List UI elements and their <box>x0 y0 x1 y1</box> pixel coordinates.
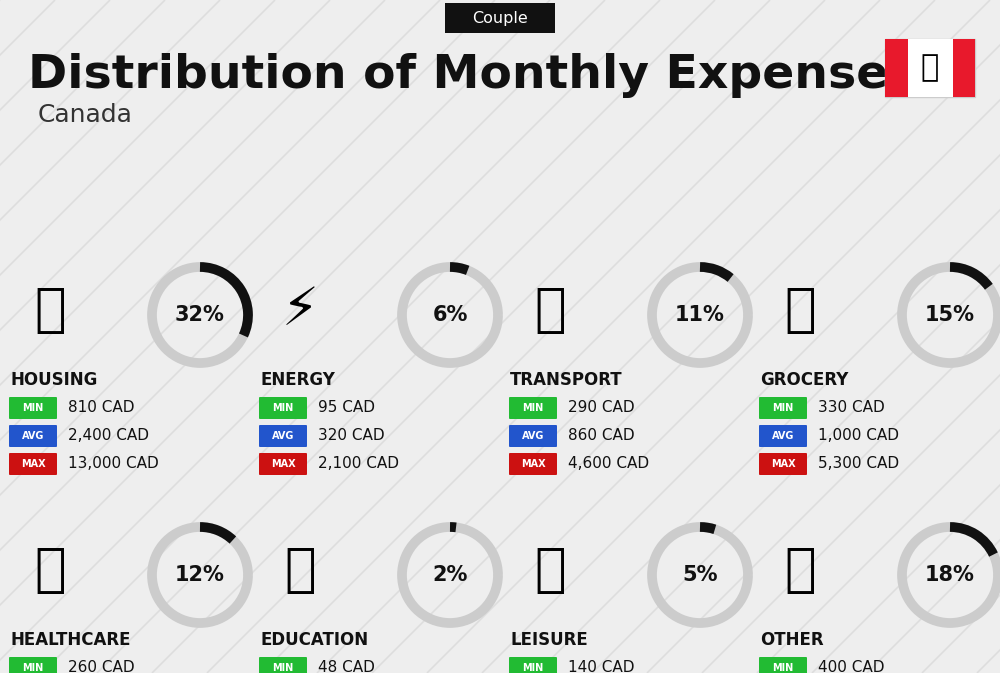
Text: MAX: MAX <box>21 459 45 469</box>
Text: 1,000 CAD: 1,000 CAD <box>818 429 899 444</box>
Text: TRANSPORT: TRANSPORT <box>510 371 623 389</box>
Text: 95 CAD: 95 CAD <box>318 400 375 415</box>
Text: 5%: 5% <box>682 565 718 585</box>
Text: 290 CAD: 290 CAD <box>568 400 635 415</box>
Text: AVG: AVG <box>772 431 794 441</box>
FancyBboxPatch shape <box>509 657 557 673</box>
Text: MIN: MIN <box>22 663 44 673</box>
Text: 🛒: 🛒 <box>784 284 816 336</box>
Text: 15%: 15% <box>925 305 975 325</box>
Text: MIN: MIN <box>522 663 544 673</box>
Text: 🚌: 🚌 <box>534 284 566 336</box>
FancyBboxPatch shape <box>259 397 307 419</box>
Text: HOUSING: HOUSING <box>10 371 97 389</box>
Text: 2%: 2% <box>432 565 468 585</box>
Text: 🎓: 🎓 <box>284 544 316 596</box>
Text: MIN: MIN <box>772 663 794 673</box>
FancyBboxPatch shape <box>509 397 557 419</box>
Text: 48 CAD: 48 CAD <box>318 660 375 673</box>
FancyBboxPatch shape <box>9 453 57 475</box>
Text: 2,100 CAD: 2,100 CAD <box>318 456 399 472</box>
Text: AVG: AVG <box>522 431 544 441</box>
FancyBboxPatch shape <box>9 657 57 673</box>
Text: 4,600 CAD: 4,600 CAD <box>568 456 649 472</box>
Text: MAX: MAX <box>521 459 545 469</box>
Text: 320 CAD: 320 CAD <box>318 429 385 444</box>
Text: 12%: 12% <box>175 565 225 585</box>
Text: 5,300 CAD: 5,300 CAD <box>818 456 899 472</box>
Text: Couple: Couple <box>472 11 528 26</box>
FancyBboxPatch shape <box>9 397 57 419</box>
Text: MIN: MIN <box>272 663 294 673</box>
Text: 810 CAD: 810 CAD <box>68 400 134 415</box>
Bar <box>908 39 952 97</box>
Bar <box>952 39 975 97</box>
Bar <box>885 39 908 97</box>
Text: 260 CAD: 260 CAD <box>68 660 135 673</box>
FancyBboxPatch shape <box>259 657 307 673</box>
Text: 140 CAD: 140 CAD <box>568 660 635 673</box>
FancyBboxPatch shape <box>259 453 307 475</box>
FancyBboxPatch shape <box>9 425 57 447</box>
Text: MIN: MIN <box>522 403 544 413</box>
Bar <box>445 3 555 33</box>
Text: MIN: MIN <box>22 403 44 413</box>
Text: 💰: 💰 <box>784 544 816 596</box>
Text: OTHER: OTHER <box>760 631 824 649</box>
Text: Distribution of Monthly Expenses: Distribution of Monthly Expenses <box>28 52 916 98</box>
Text: LEISURE: LEISURE <box>510 631 588 649</box>
Text: 6%: 6% <box>432 305 468 325</box>
Text: 🛍: 🛍 <box>534 544 566 596</box>
Text: 32%: 32% <box>175 305 225 325</box>
FancyBboxPatch shape <box>759 397 807 419</box>
Text: 2,400 CAD: 2,400 CAD <box>68 429 149 444</box>
Text: Canada: Canada <box>38 103 133 127</box>
Text: ⚡: ⚡ <box>282 284 318 336</box>
Text: 🍁: 🍁 <box>921 53 939 83</box>
Text: MIN: MIN <box>272 403 294 413</box>
FancyBboxPatch shape <box>759 657 807 673</box>
Text: 🏢: 🏢 <box>34 284 66 336</box>
Text: GROCERY: GROCERY <box>760 371 848 389</box>
Text: ENERGY: ENERGY <box>260 371 335 389</box>
FancyBboxPatch shape <box>509 425 557 447</box>
Text: HEALTHCARE: HEALTHCARE <box>10 631 130 649</box>
Text: EDUCATION: EDUCATION <box>260 631 368 649</box>
Text: AVG: AVG <box>272 431 294 441</box>
Text: AVG: AVG <box>22 431 44 441</box>
FancyBboxPatch shape <box>759 453 807 475</box>
Text: 13,000 CAD: 13,000 CAD <box>68 456 159 472</box>
Text: 400 CAD: 400 CAD <box>818 660 885 673</box>
Text: 860 CAD: 860 CAD <box>568 429 635 444</box>
FancyBboxPatch shape <box>759 425 807 447</box>
Text: MAX: MAX <box>771 459 795 469</box>
Text: 11%: 11% <box>675 305 725 325</box>
Text: MIN: MIN <box>772 403 794 413</box>
Text: 🏥: 🏥 <box>34 544 66 596</box>
Text: MAX: MAX <box>271 459 295 469</box>
FancyBboxPatch shape <box>259 425 307 447</box>
Text: 330 CAD: 330 CAD <box>818 400 885 415</box>
Bar <box>885 39 975 97</box>
Text: 18%: 18% <box>925 565 975 585</box>
FancyBboxPatch shape <box>509 453 557 475</box>
